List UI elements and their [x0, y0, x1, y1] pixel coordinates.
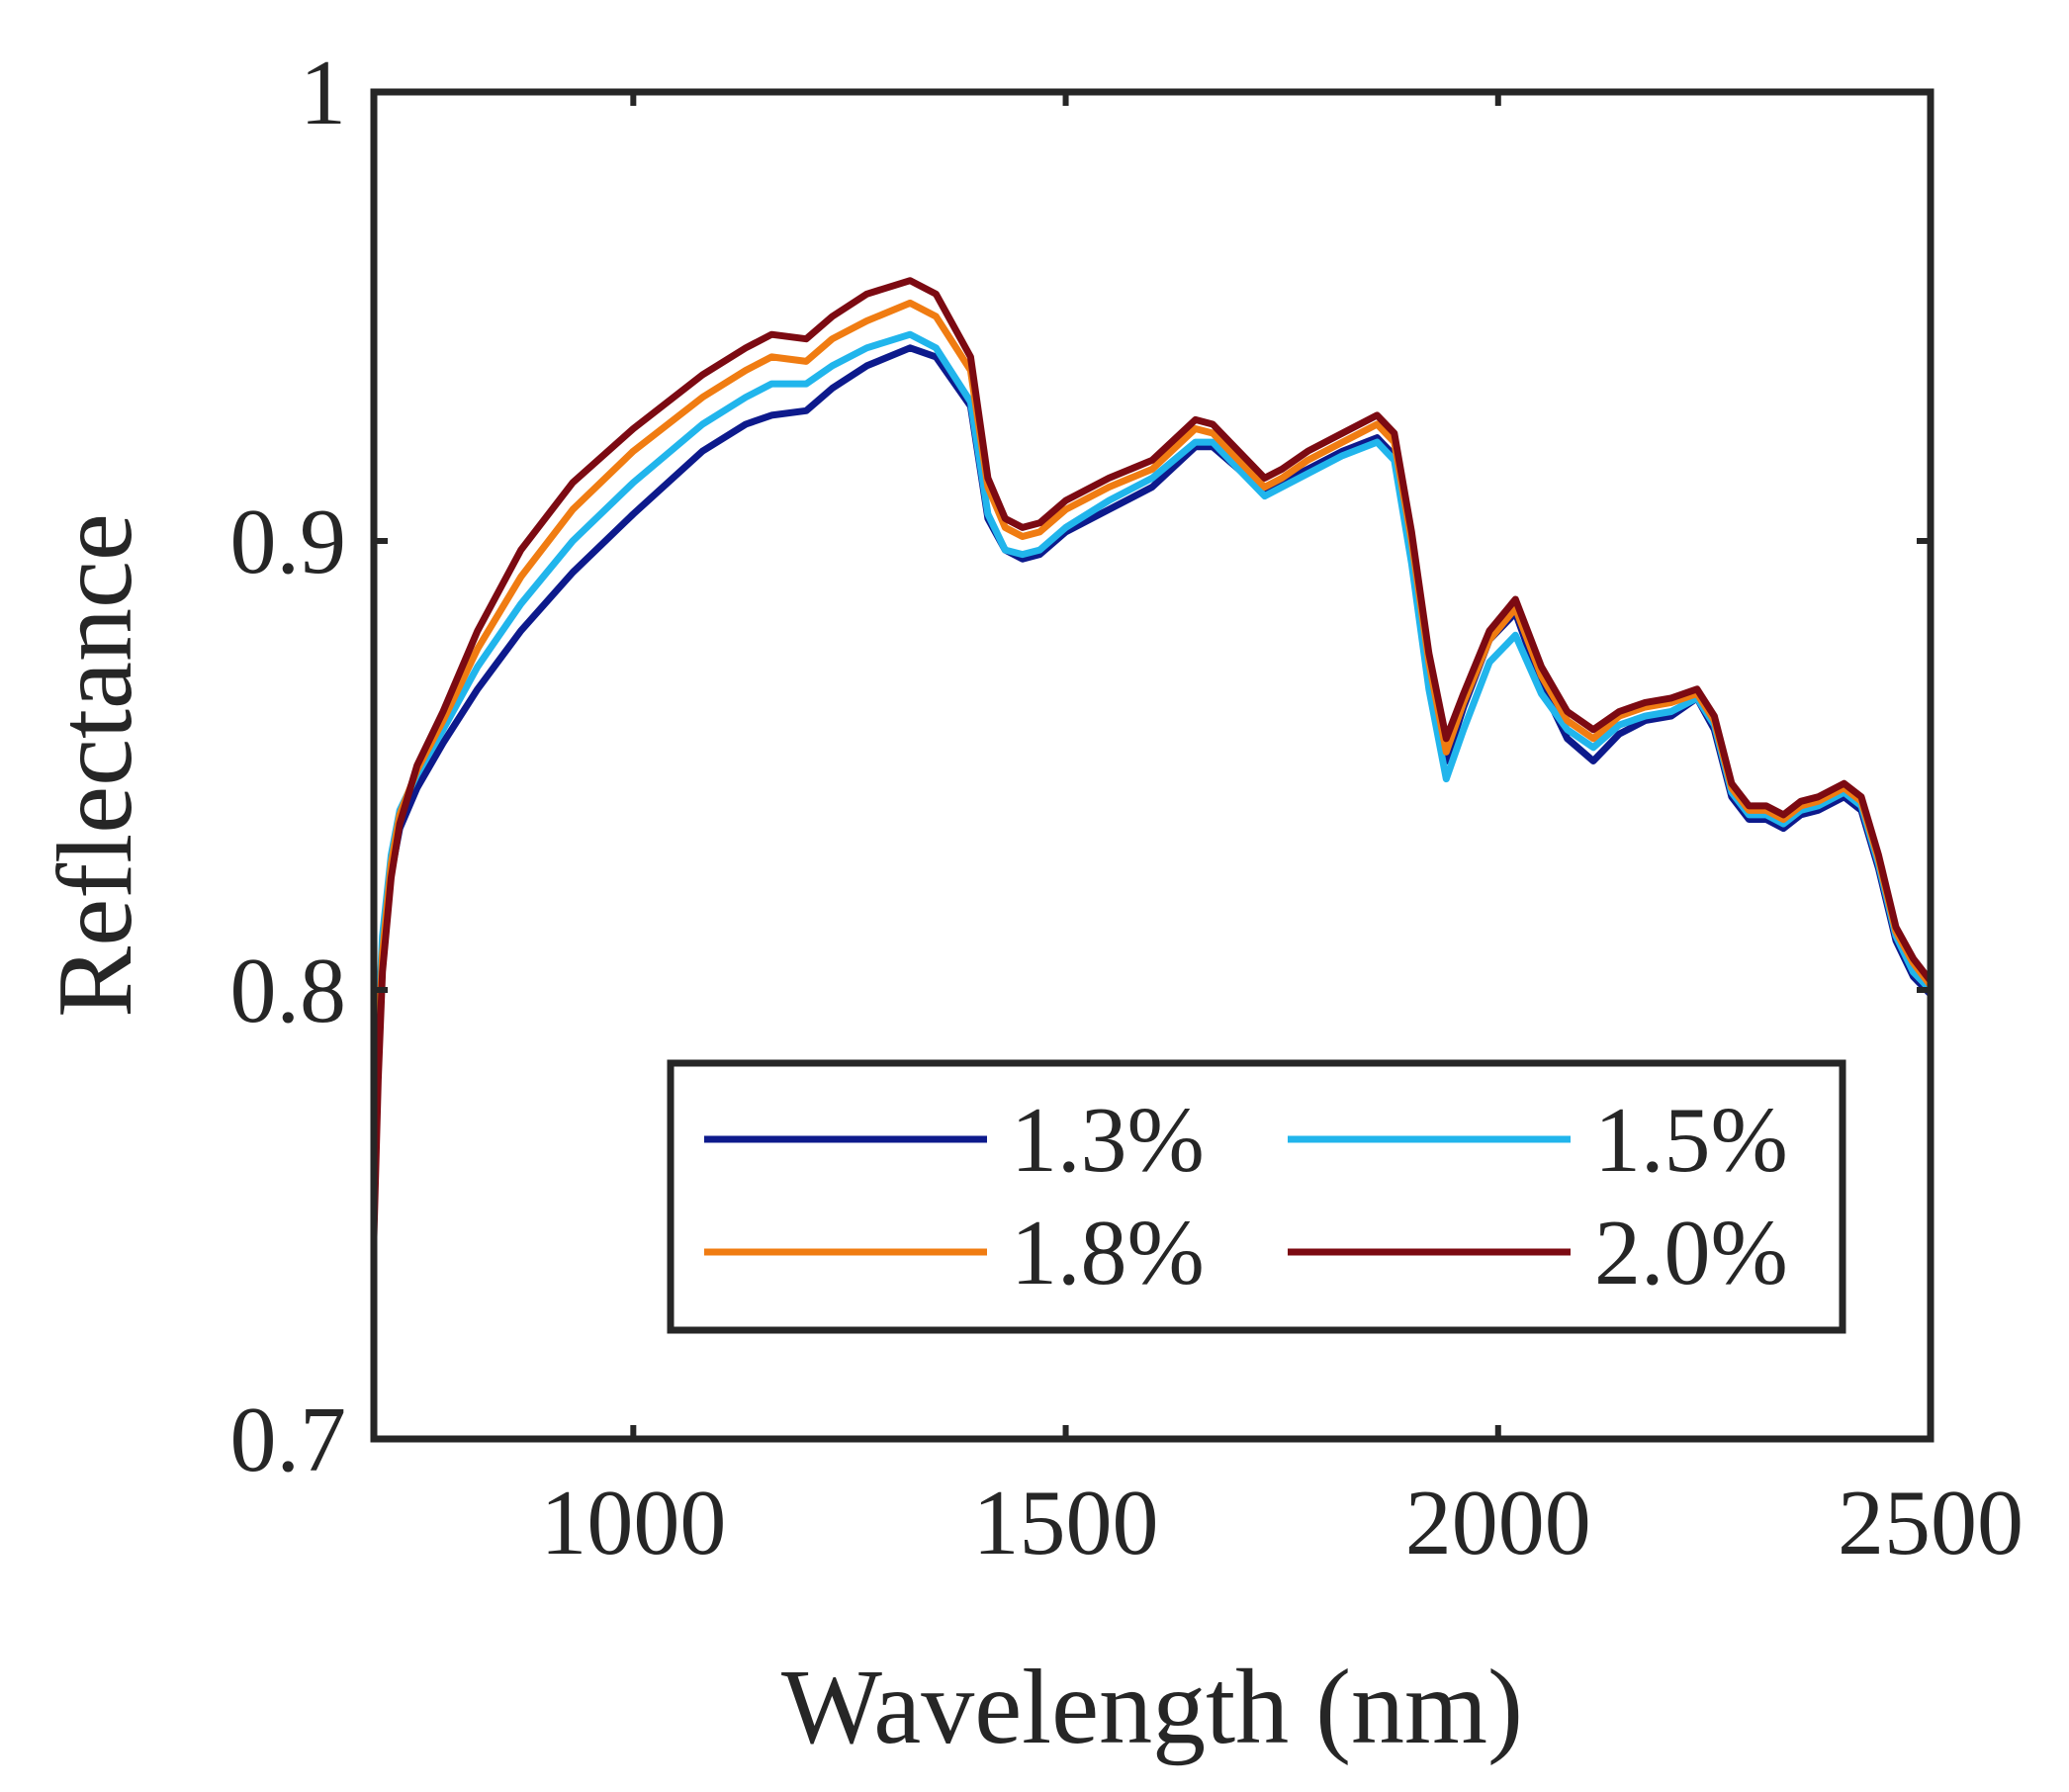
x-tick-label: 2000 — [1405, 1472, 1591, 1574]
plot-frame — [370, 88, 1934, 1443]
y-tick-label: 0.9 — [230, 491, 347, 593]
series-layer — [370, 277, 1934, 1241]
x-tick-label: 1000 — [540, 1472, 726, 1574]
legend-label-0: 1.3% — [1011, 1089, 1205, 1192]
y-tick-label: 1 — [300, 42, 346, 144]
y-tick-label: 0.7 — [230, 1389, 347, 1491]
x-axis-title: Wavelength (nm) — [781, 1649, 1523, 1766]
legend-label-2: 1.8% — [1011, 1202, 1205, 1304]
legend-label-3: 2.0% — [1594, 1202, 1788, 1304]
legend-label-1: 1.5% — [1594, 1089, 1788, 1192]
legend-box — [667, 1059, 1846, 1334]
y-tick-label: 0.8 — [230, 940, 347, 1042]
x-tick-label: 2500 — [1838, 1472, 2024, 1574]
tick-layer: 1000 1500 2000 2500 0.7 0.8 0.9 1 — [230, 42, 2024, 1574]
x-tick-label: 1500 — [973, 1472, 1159, 1574]
y-axis-title: Reflectance — [37, 513, 154, 1018]
series-line-3 — [370, 277, 1934, 1241]
legend: 1.3%1.8% 1.5%2.0% — [667, 1059, 1846, 1334]
